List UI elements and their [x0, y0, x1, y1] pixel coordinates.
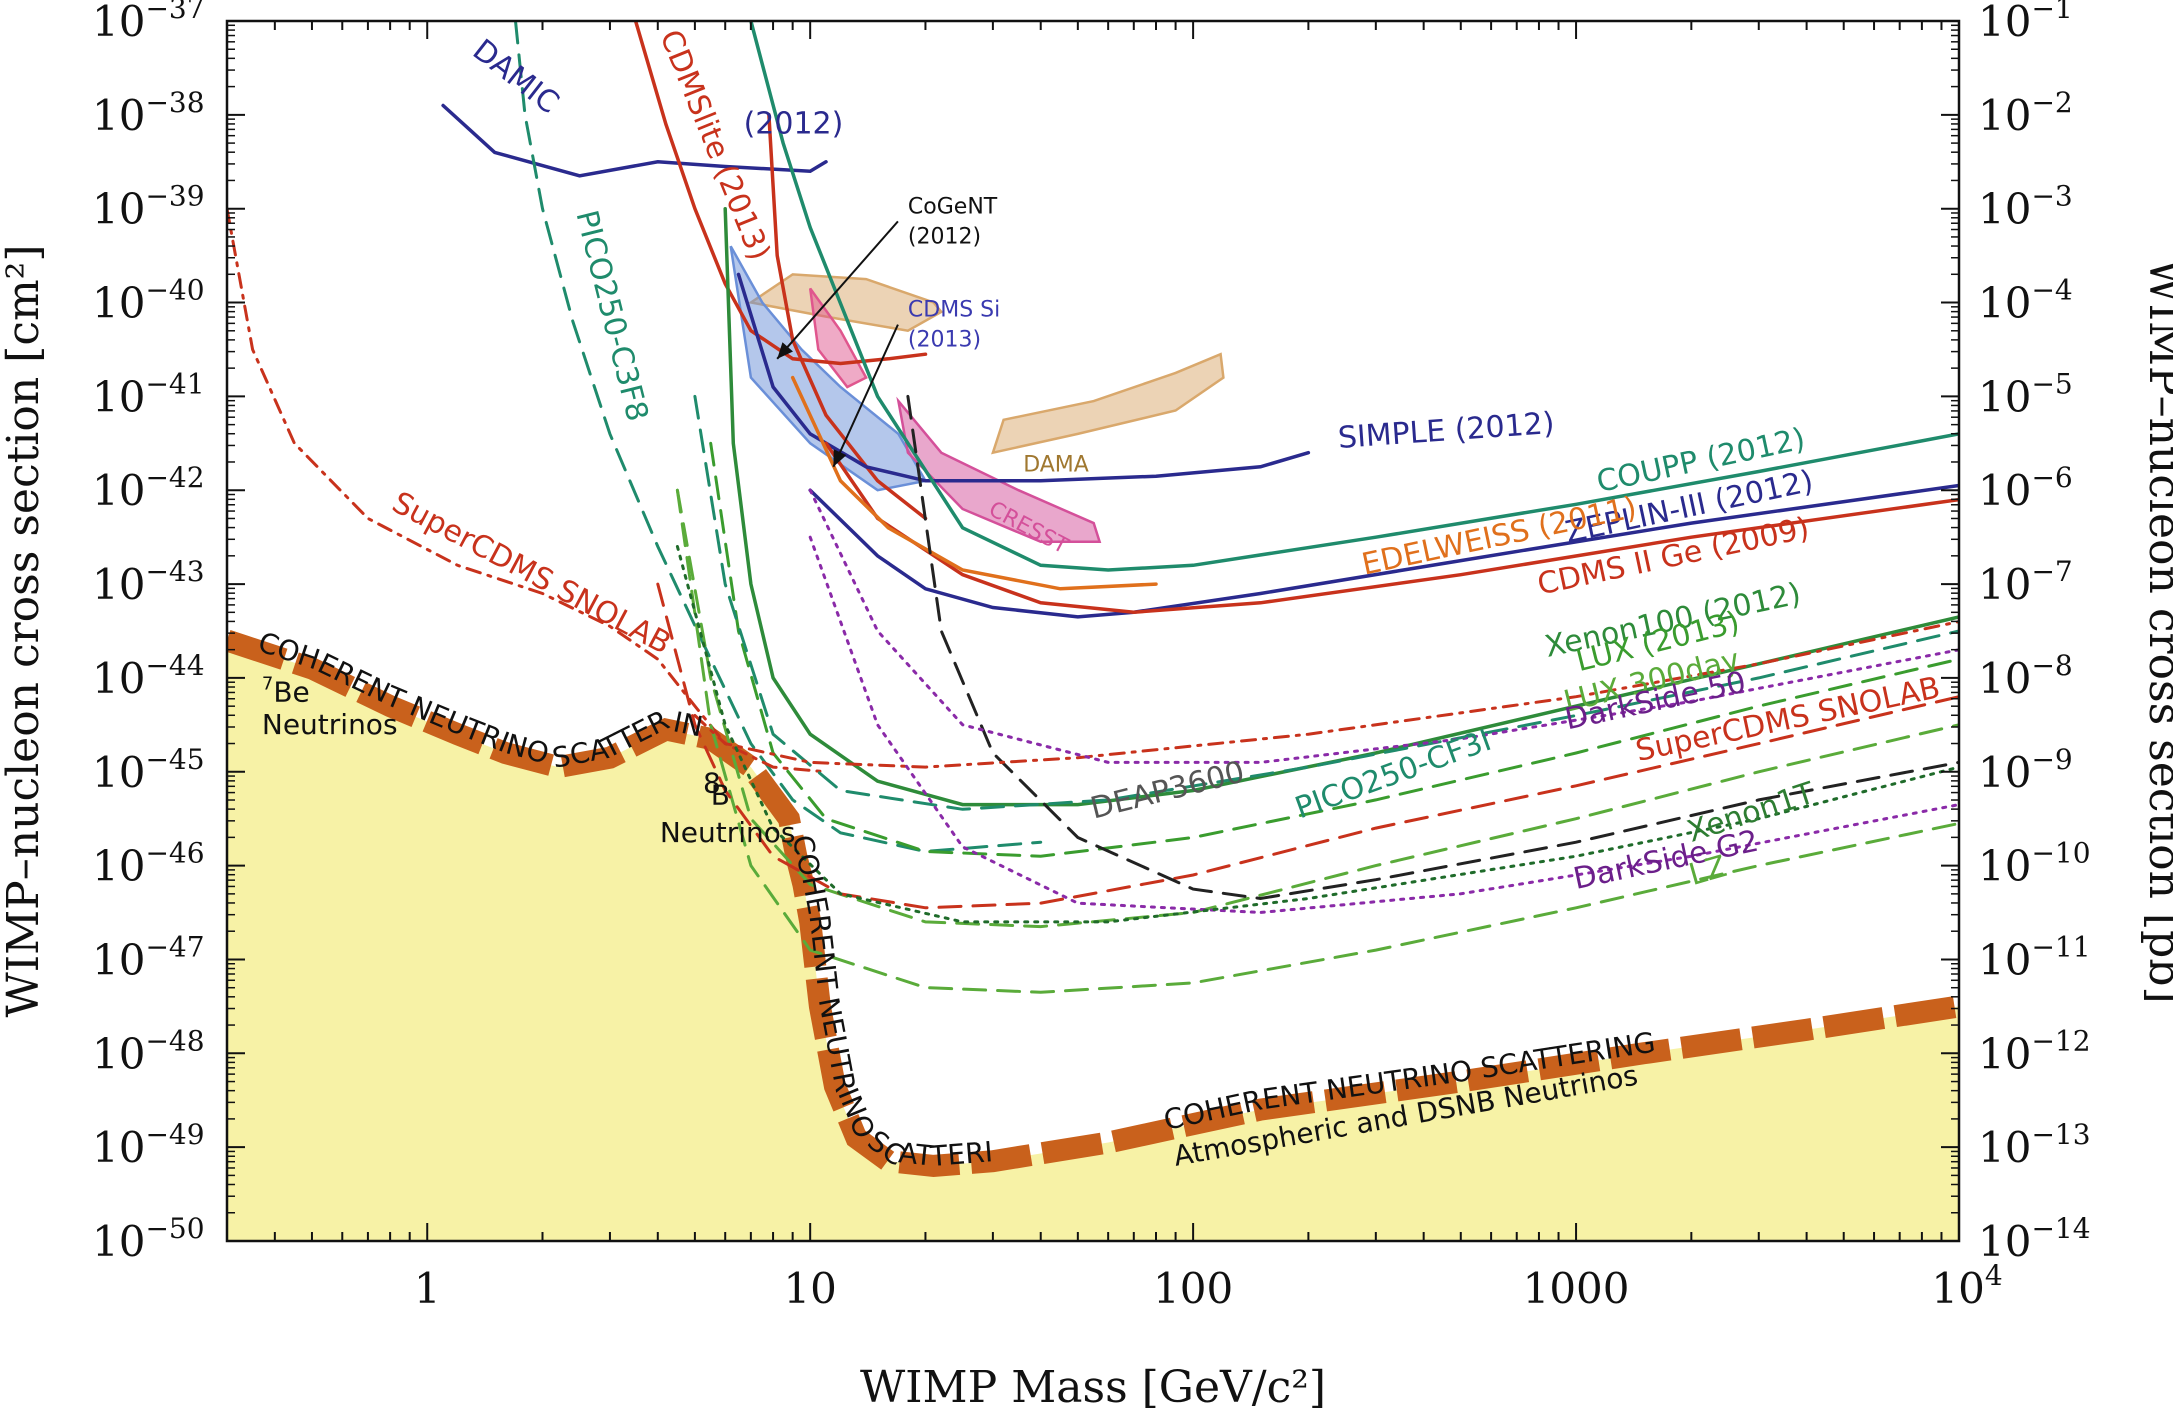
series-pico250-cf3i: [693, 394, 1959, 811]
signal-regions: [729, 245, 1225, 544]
series-cdmslite-2013: [633, 21, 928, 366]
series-darkside-g2: [808, 535, 1959, 915]
label-neutrinos-24: Neutrinos: [660, 816, 796, 849]
y-tick-label-left: 10−37: [92, 0, 205, 46]
series-supercdms-snolab-low-mass: [227, 207, 828, 774]
y-tick-label-right: 10−4: [1978, 274, 2073, 328]
plot-frame: [225, 19, 1961, 1243]
y-tick-label-right: 10−10: [1978, 837, 2091, 891]
axis-ticks: [227, 20, 1960, 1242]
y-tick-label-left: 10−48: [92, 1024, 205, 1078]
series-cogent-2012-limit: [767, 113, 928, 521]
series-zeplin-iii-2012: [808, 483, 1959, 619]
label-neutrinos-22: Neutrinos: [262, 708, 398, 741]
y-tick-label-right: 10−14: [1978, 1212, 2091, 1266]
series-lux-2013: [709, 441, 1959, 858]
series-supercdms-snolab-high-mass: [693, 620, 1959, 769]
series-coupp-2012: [749, 21, 1959, 572]
series-xenon1t: [675, 545, 1959, 924]
y-tick-label-left: 10−49: [92, 1118, 205, 1172]
y-tick-label-right: 10−11: [1978, 930, 2091, 984]
y-axis-title-right: WIMP–nucleon cross section [pb]: [2139, 258, 2173, 1003]
series-lux-300day: [675, 488, 1959, 929]
y-tick-label-left: 10−39: [92, 180, 205, 234]
label-8b-sup: 8: [703, 766, 721, 799]
x-tick-label: 10: [783, 1264, 836, 1313]
series-pico250-c3f8: [514, 21, 1043, 854]
y-tick-label-left: 10−38: [92, 86, 205, 140]
x-tick-label: 1: [414, 1264, 441, 1313]
series-lz: [675, 488, 1959, 994]
annot-arrowhead-0: [777, 342, 793, 359]
y-tick-label-left: 10−46: [92, 837, 205, 891]
label-dama-20: DAMA: [1023, 452, 1089, 477]
series-damic: [441, 103, 828, 178]
neutrino-floor: [227, 629, 1959, 1241]
annot-cogent-line1: CoGeNT: [908, 194, 998, 219]
series-supercdms-snolab: [656, 582, 1959, 910]
label-2012-1: (2012): [744, 107, 844, 142]
y-tick-label-right: 10−1: [1978, 0, 2073, 46]
y-tick-label-right: 10−8: [1978, 649, 2073, 703]
series-simple-2012: [736, 272, 1311, 483]
series-edelweiss-2011: [790, 375, 1158, 591]
x-tick-label: 104: [1931, 1259, 2002, 1313]
y-tick-label-right: 10−3: [1978, 180, 2073, 234]
y-tick-label-left: 10−44: [92, 649, 205, 703]
y-tick-label-left: 10−43: [92, 555, 205, 609]
y-tick-label-right: 10−2: [1978, 86, 2073, 140]
annot-arrow-1: [832, 324, 899, 468]
series-deap3600: [906, 394, 1959, 901]
y-tick-label-right: 10−9: [1978, 743, 2073, 797]
y-tick-label-right: 10−7: [1978, 555, 2073, 609]
region-dama: [991, 352, 1225, 455]
label-b-23: B: [711, 779, 730, 812]
annot-cogent-line2: (2012): [908, 224, 981, 249]
annot-cdms-si-line1: CDMS Si: [908, 298, 1000, 323]
y-tick-label-left: 10−40: [92, 274, 205, 328]
x-tick-label: 1000: [1523, 1264, 1630, 1313]
region-cogent-region: [747, 273, 944, 333]
series-xenon100-2012: [723, 206, 1959, 807]
annot-arrowhead-1: [833, 449, 847, 467]
y-tick-label-left: 10−50: [92, 1212, 205, 1266]
y-tick-label-left: 10−41: [92, 367, 205, 421]
floor-band: [227, 629, 1959, 1177]
series-darkside-50: [808, 488, 1959, 764]
floor-fill: [227, 640, 1959, 1241]
y-axis-title-left: WIMP–nucleon cross section [cm²]: [0, 245, 49, 1018]
y-tick-label-right: 10−12: [1978, 1024, 2091, 1078]
y-tick-label-right: 10−6: [1978, 461, 2073, 515]
x-tick-label: 100: [1153, 1264, 1233, 1313]
x-axis-title: WIMP Mass [GeV/c²]: [860, 1362, 1326, 1413]
label-7be: 7Be: [262, 673, 310, 708]
limit-curves: [227, 21, 1959, 994]
y-tick-label-left: 10−42: [92, 461, 205, 515]
y-tick-label-left: 10−47: [92, 930, 205, 984]
annot-arrow-0: [776, 220, 899, 360]
y-tick-label-right: 10−5: [1978, 367, 2073, 421]
annot-cdms-si-line2: (2013): [908, 328, 981, 353]
y-tick-label-right: 10−13: [1978, 1118, 2091, 1172]
y-tick-label-left: 10−45: [92, 743, 205, 797]
annotations: CoGeNT (2012) CDMS Si (2013): [776, 194, 1000, 468]
